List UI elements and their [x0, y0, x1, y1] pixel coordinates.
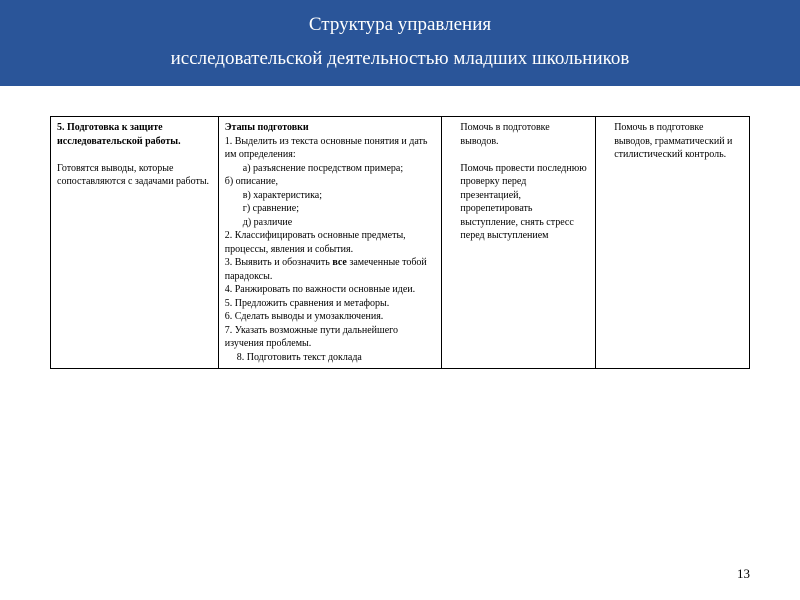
step-2: 2. Классифицировать основные предметы, п…	[225, 229, 436, 256]
structure-table: 5. Подготовка к защите исследовательской…	[50, 116, 750, 369]
table-row: 5. Подготовка к защите исследовательской…	[51, 117, 750, 369]
step-4: 4. Ранжировать по важности основные идеи…	[225, 283, 436, 297]
content-area: 5. Подготовка к защите исследовательской…	[0, 86, 800, 369]
step-5: 5. Предложить сравнения и метафоры.	[225, 297, 436, 311]
step-1v: в) характеристика;	[225, 189, 436, 203]
step-1d: д) различие	[225, 216, 436, 230]
step-3: 3. Выявить и обозначить все замеченные т…	[225, 256, 436, 283]
page-number: 13	[737, 566, 750, 582]
step-1: 1. Выделить из текста основные понятия и…	[225, 135, 436, 162]
cell-steps: Этапы подготовки 1. Выделить из текста о…	[218, 117, 442, 369]
stage-title: Подготовка к защите исследовательской ра…	[57, 122, 181, 147]
cell-stage: 5. Подготовка к защите исследовательской…	[51, 117, 219, 369]
step-6: 6. Сделать выводы и умозаключения.	[225, 310, 436, 324]
step-8: 8. Подготовить текст доклада	[225, 351, 436, 365]
stage-description: Готовятся выводы, которые сопоставляются…	[57, 162, 212, 189]
step-1g: г) сравнение;	[225, 202, 436, 216]
help2-p1: Помочь в подготовке выводов, грамматичес…	[602, 121, 743, 162]
step-7: 7. Указать возможные пути дальнейшего из…	[225, 324, 436, 351]
stage-number: 5.	[57, 122, 65, 133]
slide-header: Структура управления исследовательской д…	[0, 0, 800, 86]
cell-help-1: Помочь в подготовке выводов. Помочь пров…	[442, 117, 596, 369]
step-1a: а) разъяснение посредством примера;	[225, 162, 436, 176]
cell-help-2: Помочь в подготовке выводов, грамматичес…	[596, 117, 750, 369]
step-1b: б) описание,	[225, 175, 436, 189]
header-line-2: исследовательской деятельностью младших …	[20, 48, 780, 70]
step-3-pre: 3. Выявить и обозначить	[225, 257, 333, 268]
help1-p1: Помочь в подготовке выводов.	[448, 121, 589, 148]
steps-heading: Этапы подготовки	[225, 121, 436, 135]
header-line-1: Структура управления	[20, 14, 780, 36]
step-3-bold: все	[332, 257, 347, 268]
help1-p2: Помочь провести последнюю проверку перед…	[448, 162, 589, 243]
